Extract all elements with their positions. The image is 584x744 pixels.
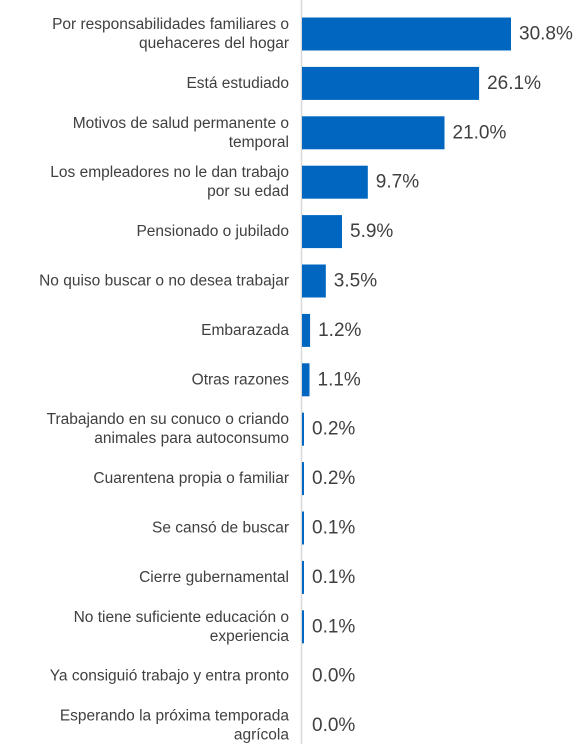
value-label-9: 0.2%: [312, 419, 355, 440]
category-labels-group: Por responsabilidades familiares o quehac…: [39, 16, 289, 744]
value-label-7: 1.2%: [318, 320, 361, 341]
category-label-5: Pensionado o jubilado: [136, 223, 289, 240]
value-label-2: 26.1%: [487, 73, 541, 94]
value-label-13: 0.1%: [312, 616, 355, 637]
value-labels-group: 30.8% 26.1% 21.0% 9.7% 5.9% 3.5% 1.2% 1.1% 0.2% 0…: [312, 24, 573, 737]
bars-group: [302, 17, 511, 644]
value-label-12: 0.1%: [312, 567, 355, 588]
bar-8: [302, 363, 310, 397]
category-label-12: Cierre gubernamental: [139, 569, 289, 586]
category-label-3: Motivos de salud permanente o temporal: [73, 115, 289, 151]
value-label-5: 5.9%: [350, 221, 393, 242]
bar-1: [302, 17, 511, 51]
category-label-10: Cuarentena propia o familiar: [93, 470, 289, 487]
category-label-4: Los empleadores no le dan trabajo por su …: [50, 164, 289, 200]
bar-5: [302, 215, 342, 249]
category-label-1: Por responsabilidades familiares o quehac…: [52, 16, 289, 52]
category-label-7: Embarazada: [201, 322, 289, 339]
bar-9: [302, 412, 304, 446]
category-label-8: Otras razones: [192, 371, 290, 388]
value-label-11: 0.1%: [312, 518, 355, 539]
value-label-15: 0.0%: [312, 715, 355, 736]
bar-11: [302, 511, 304, 545]
bar-12: [302, 560, 304, 594]
bar-3: [302, 116, 445, 150]
value-label-10: 0.2%: [312, 468, 355, 489]
category-label-2: Está estudiado: [186, 75, 289, 92]
value-label-1: 30.8%: [519, 24, 573, 45]
bar-2: [302, 66, 480, 100]
bar-6: [302, 264, 326, 298]
value-label-14: 0.0%: [312, 666, 355, 687]
category-label-11: Se cansó de buscar: [152, 520, 289, 537]
value-label-4: 9.7%: [376, 172, 419, 193]
bar-4: [302, 165, 368, 199]
category-label-6: No quiso buscar o no desea trabajar: [39, 273, 289, 290]
value-label-3: 21.0%: [453, 122, 507, 143]
category-label-9: Trabajando en su conuco o criando animale…: [47, 411, 289, 447]
category-label-13: No tiene suficiente educación o experienc…: [74, 609, 290, 645]
category-label-15: Esperando la próxima temporada agrícola: [60, 708, 290, 744]
bar-7: [302, 313, 311, 347]
bar-10: [302, 462, 304, 496]
value-label-8: 1.1%: [318, 369, 361, 390]
category-label-14: Ya consiguió trabajo y entra pronto: [50, 668, 289, 685]
value-label-6: 3.5%: [334, 271, 377, 292]
bar-13: [302, 610, 304, 644]
